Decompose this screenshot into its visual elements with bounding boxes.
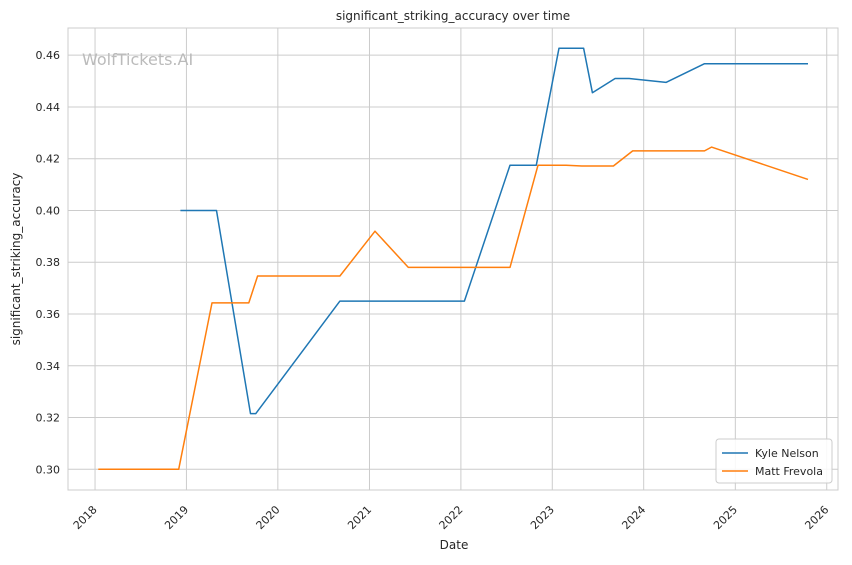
x-tick-label: 2023 [528, 503, 557, 532]
y-axis-label: significant_striking_accuracy [9, 173, 23, 346]
chart-title: significant_striking_accuracy over time [336, 9, 570, 23]
y-tick-label: 0.32 [36, 412, 61, 425]
x-tick-label: 2020 [254, 503, 283, 532]
legend-label: Matt Frevola [755, 465, 823, 478]
y-tick-label: 0.42 [36, 153, 61, 166]
y-tick-label: 0.44 [36, 101, 61, 114]
x-tick-label: 2018 [71, 503, 100, 532]
watermark: WolfTickets.AI [82, 50, 193, 69]
y-tick-label: 0.40 [36, 204, 61, 217]
x-tick-label: 2022 [437, 503, 466, 532]
x-tick-label: 2019 [162, 503, 191, 532]
x-tick-label: 2026 [802, 503, 831, 532]
series-line-kyle-nelson [180, 48, 808, 413]
x-tick-label: 2025 [711, 503, 740, 532]
y-tick-label: 0.46 [36, 49, 61, 62]
y-tick-label: 0.30 [36, 463, 61, 476]
x-tick-label: 2024 [619, 503, 648, 532]
grid [68, 28, 838, 490]
y-tick-label: 0.38 [36, 256, 61, 269]
series-line-matt-frevola [98, 147, 808, 469]
legend: Kyle Nelson Matt Frevola [716, 439, 832, 483]
x-axis-label: Date [440, 538, 469, 552]
series-lines [98, 48, 808, 469]
x-axis-ticks: 2018 2019 2020 2021 2022 2023 2024 2025 2026 [71, 503, 832, 532]
x-tick-label: 2021 [345, 503, 374, 532]
legend-label: Kyle Nelson [755, 447, 819, 460]
y-tick-label: 0.36 [36, 308, 61, 321]
y-tick-label: 0.34 [36, 360, 61, 373]
y-axis-ticks: 0.30 0.32 0.34 0.36 0.38 0.40 0.42 0.44 0.46 [36, 49, 61, 476]
plot-area [68, 28, 838, 490]
